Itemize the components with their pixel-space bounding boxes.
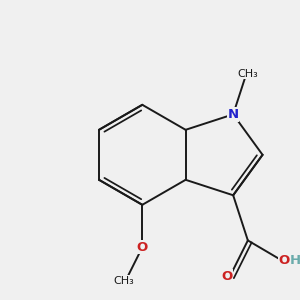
Text: O: O xyxy=(221,270,233,283)
Text: methoxy: methoxy xyxy=(122,280,129,281)
Text: H: H xyxy=(290,254,300,267)
Text: CH₃: CH₃ xyxy=(238,69,259,79)
Text: O: O xyxy=(279,254,290,267)
Text: CH₃: CH₃ xyxy=(113,276,134,286)
Text: O: O xyxy=(137,241,148,254)
Text: N: N xyxy=(228,108,239,121)
